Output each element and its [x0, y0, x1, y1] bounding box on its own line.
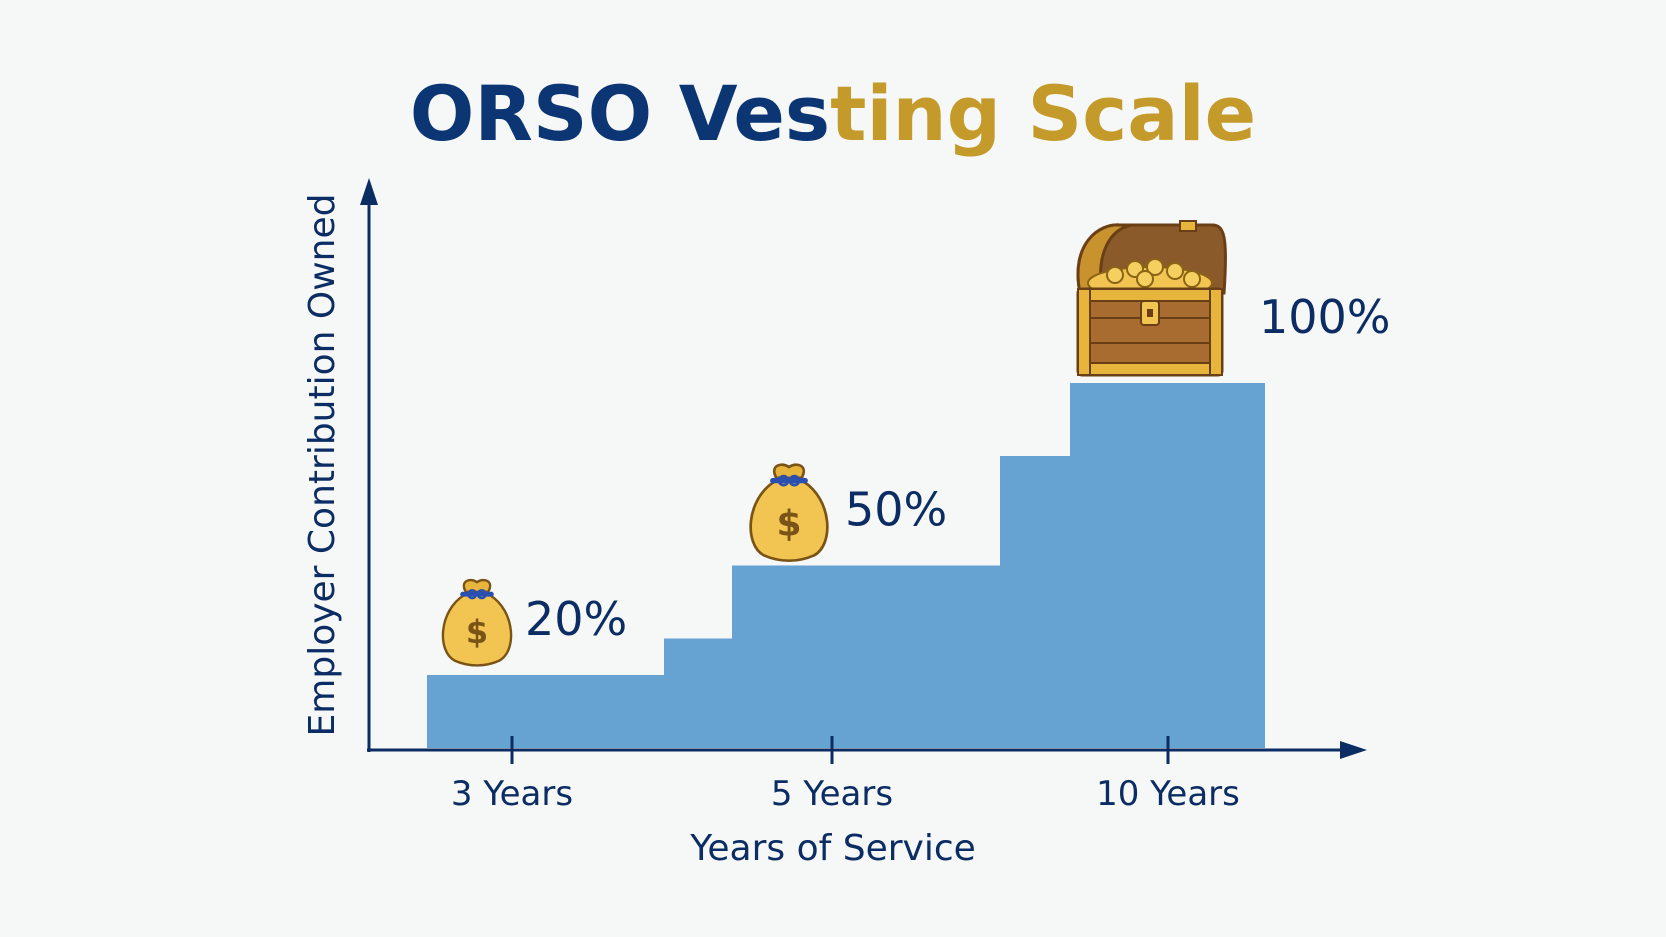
x-axis-arrow-icon [1340, 741, 1367, 759]
x-tick-label: 3 Years [451, 774, 573, 814]
bars-group [427, 383, 1265, 748]
bar-step-9-years [1000, 456, 1071, 748]
x-tick-label: 5 Years [771, 774, 893, 814]
treasure-chest-icon [1076, 220, 1227, 377]
data-label: 100% [1259, 290, 1391, 344]
x-ticks-group: 3 Years 5 Years 10 Years [451, 736, 1240, 814]
axes-group [360, 178, 1367, 759]
x-axis-title: Years of Service [689, 828, 976, 869]
y-axis-title: Employer Contribution Owned [302, 194, 343, 737]
bar-step-5-years [732, 565, 1001, 748]
x-tick-label: 10 Years [1096, 774, 1240, 814]
svg-text:$: $ [466, 613, 488, 651]
chart-title-part-1: ting Scale [830, 69, 1256, 158]
money-bag-icon: $ [441, 578, 513, 667]
chart-title-part-0: ORSO Ves [410, 69, 830, 158]
bar-step-3-years [427, 675, 665, 748]
bar-step-10-years [1070, 383, 1265, 748]
data-label: 50% [845, 483, 947, 537]
data-label: 20% [525, 592, 627, 646]
bar-step-4-years [664, 638, 733, 748]
data-labels-group: $20% $ 50% 100% [441, 220, 1391, 667]
y-axis-arrow-icon [360, 178, 378, 205]
svg-text:$: $ [776, 504, 801, 545]
money-bag-icon: $ [749, 463, 829, 563]
chart-title: ORSO Vesting Scale [410, 69, 1256, 158]
